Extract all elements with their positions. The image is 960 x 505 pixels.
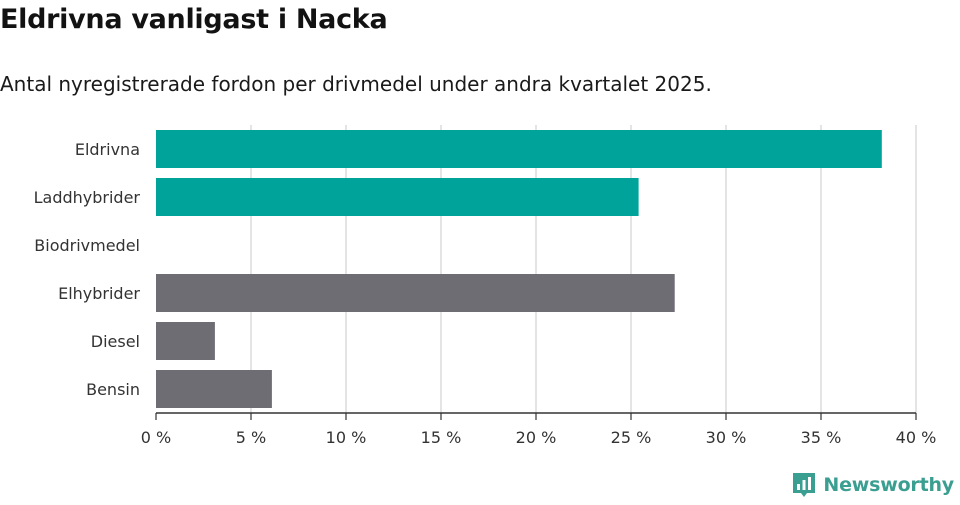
category-label: Laddhybrider — [34, 188, 141, 207]
category-label: Eldrivna — [75, 140, 140, 159]
x-tick-label: 5 % — [236, 428, 266, 447]
x-tick-label: 40 % — [896, 428, 937, 447]
x-tick-label: 0 % — [141, 428, 171, 447]
x-tick-label: 30 % — [706, 428, 747, 447]
category-labels: Eldrivna Laddhybrider Biodrivmedel Elhybrid… — [34, 140, 141, 399]
x-tick-label: 15 % — [421, 428, 462, 447]
brand-name: Newsworthy — [823, 474, 954, 496]
category-label: Diesel — [91, 332, 140, 351]
bar-elhybrider — [156, 274, 675, 312]
x-tick-label: 25 % — [611, 428, 652, 447]
x-axis: 0 % 5 % 10 % 15 % 20 % 25 % 30 % 35 % 40 % — [141, 412, 937, 447]
category-label: Biodrivmedel — [34, 236, 140, 255]
bar-laddhybrider — [156, 178, 639, 216]
category-label: Elhybrider — [58, 284, 140, 303]
chart-subtitle: Antal nyregistrerade fordon per drivmede… — [0, 72, 712, 96]
category-label: Bensin — [86, 380, 140, 399]
x-tick-label: 35 % — [801, 428, 842, 447]
bars — [156, 130, 882, 408]
bar-eldrivna — [156, 130, 882, 168]
newsworthy-logo-icon — [793, 473, 816, 497]
x-tick-label: 10 % — [326, 428, 367, 447]
x-tick-label: 20 % — [516, 428, 557, 447]
chart-title: Eldrivna vanligast i Nacka — [0, 4, 388, 35]
grid-lines — [250, 125, 917, 413]
bar-diesel — [156, 322, 215, 360]
bar-bensin — [156, 370, 272, 408]
brand-logo: Newsworthy — [791, 471, 954, 499]
